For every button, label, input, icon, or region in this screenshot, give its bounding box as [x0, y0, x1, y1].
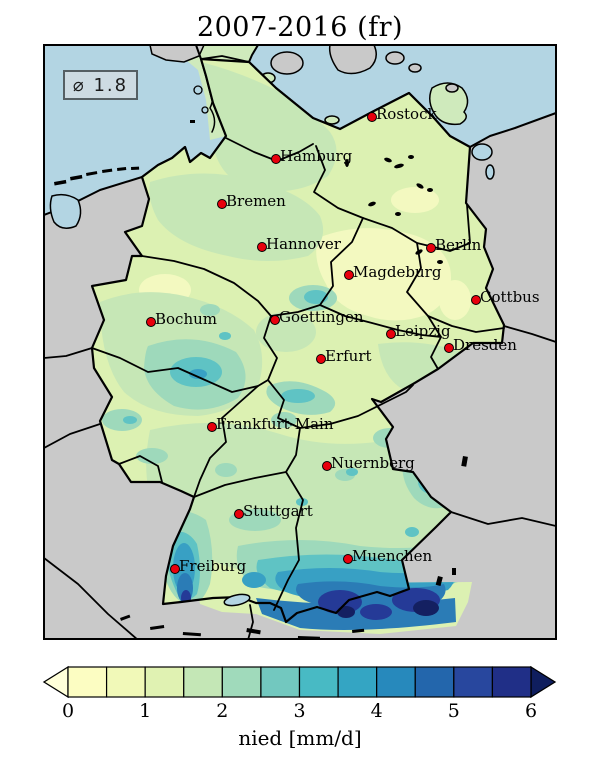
colorbar-over-arrow	[530, 665, 557, 699]
colorbar-tick: 0	[61, 700, 75, 722]
lagoon-small	[485, 164, 495, 180]
colorbar-segment	[298, 666, 339, 698]
island-fehmarn	[324, 115, 340, 125]
colorbar-segment	[260, 666, 301, 698]
state-borders	[91, 137, 505, 611]
jutland-gray-cap	[149, 45, 205, 63]
alpine-blue-spot	[242, 572, 266, 588]
upland-hunsrueck	[136, 448, 168, 464]
ijsselmeer	[49, 193, 82, 229]
colorbar-tick: 4	[370, 700, 383, 722]
colorbar-tick: 5	[447, 700, 460, 722]
mean-value-box: ⌀ 1.8	[63, 70, 138, 100]
island-small	[385, 51, 405, 65]
germany-border	[90, 57, 506, 624]
upland-swabian-alb	[229, 509, 281, 531]
upland-eifel	[102, 409, 142, 431]
colorbar	[42, 665, 557, 699]
mean-value-text: ⌀ 1.8	[72, 74, 129, 96]
wet-spot	[123, 416, 137, 424]
lakes	[345, 155, 443, 264]
fjord-loop	[201, 106, 209, 114]
sauerland-blue-spot	[189, 369, 207, 379]
green-region	[149, 173, 324, 261]
colorbar-segments	[67, 666, 532, 698]
colorbar-segment	[337, 666, 378, 698]
fjord-loop	[193, 85, 203, 95]
colorbar-segment	[67, 666, 108, 698]
island-ruegen	[429, 82, 469, 126]
neighbor-borders	[44, 55, 556, 639]
colorbar-axis-label: nied [mm/d]	[238, 726, 362, 750]
colorbar-segment	[376, 666, 416, 698]
colorbar-tick: 6	[524, 700, 538, 722]
wet-core-thuringian	[281, 389, 315, 403]
colorbar-segment	[491, 666, 532, 698]
colorbar-segment	[183, 666, 223, 698]
dry-patch	[439, 280, 471, 320]
island-fyn	[270, 51, 304, 75]
colorbar-tick: 3	[293, 700, 306, 722]
colorbar-segment	[453, 666, 494, 698]
wet-spot	[219, 332, 231, 340]
alpine-navy	[360, 604, 392, 620]
alpine-max	[413, 600, 439, 616]
colorbar-segment	[105, 666, 146, 698]
colorbar-under-arrow	[42, 665, 69, 699]
island-gray-bit	[445, 83, 459, 93]
wet-spot	[346, 468, 358, 476]
colorbar-segment	[414, 666, 455, 698]
dry-patch	[391, 187, 439, 213]
offshore-islands	[54, 120, 195, 186]
upland-odenwald	[215, 463, 237, 477]
green-region	[201, 62, 337, 192]
island-small	[408, 63, 422, 73]
colorbar-segment	[221, 666, 262, 698]
colorbar-segment	[144, 666, 185, 698]
upland-teutoburg	[200, 304, 220, 316]
colorbar-tick: 1	[139, 700, 152, 722]
wet-spot	[405, 527, 419, 537]
colorbar-tick: 2	[216, 700, 229, 722]
map-frame	[43, 44, 557, 640]
stettiner-haff	[471, 143, 493, 161]
island-zealand	[328, 45, 377, 75]
page-title: 2007-2016 (fr)	[196, 12, 404, 43]
lake-constance	[223, 593, 251, 607]
